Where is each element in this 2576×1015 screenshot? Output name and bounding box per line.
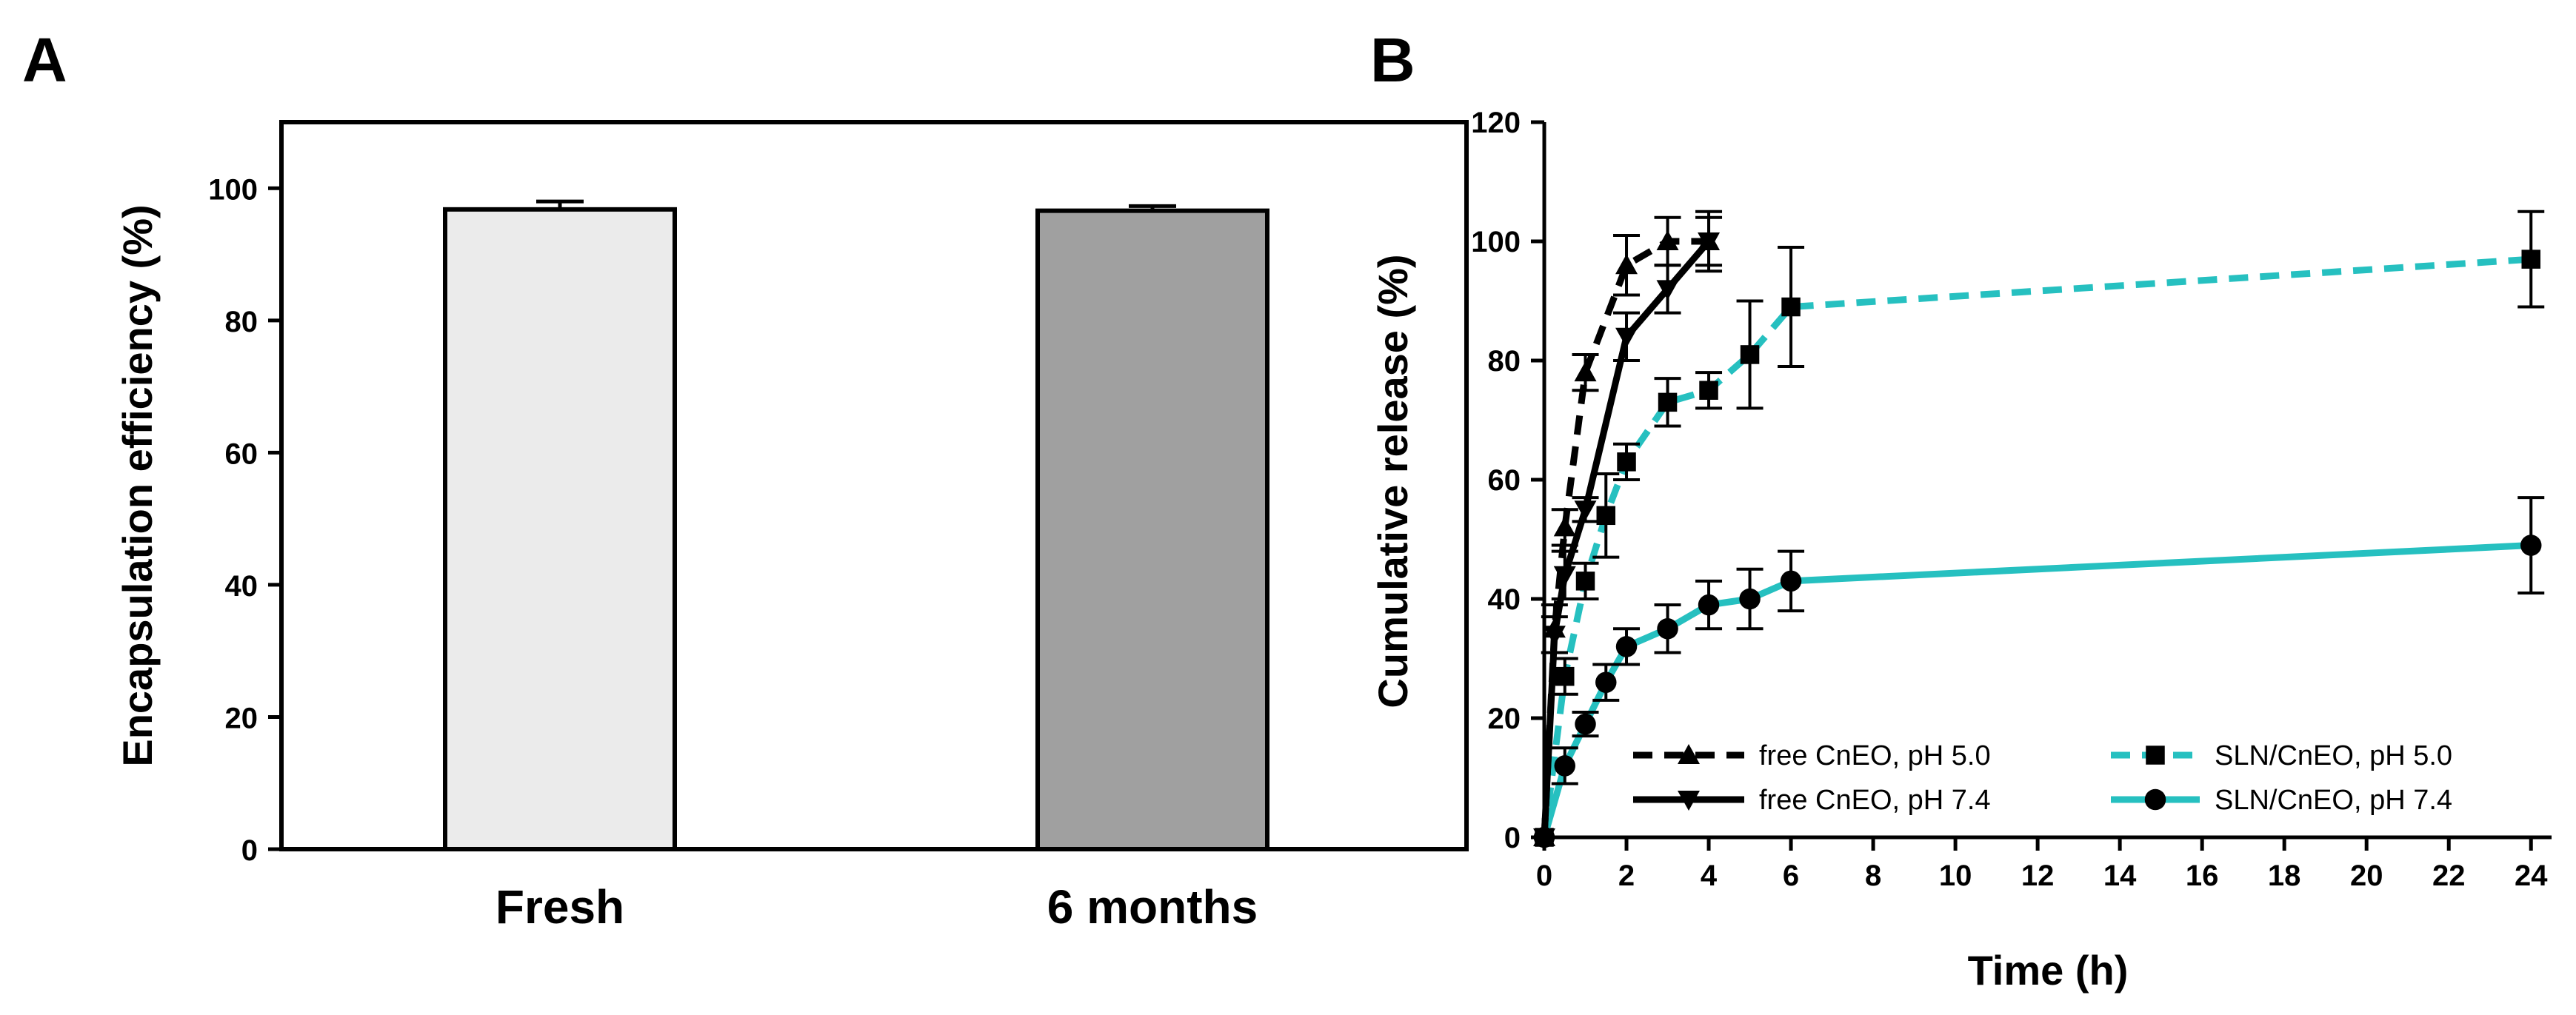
panel-a-bar-chart: 0 20 40 60 80 100 Fresh 6 months Encapsulation… xyxy=(114,120,1469,934)
marker-triangle-down xyxy=(1678,791,1700,811)
marker-square xyxy=(1740,345,1760,364)
marker-square xyxy=(1596,506,1616,526)
panel-b-x-tick-label: 0 xyxy=(1536,860,1552,892)
marker-square xyxy=(1555,666,1575,686)
panel-b-series-group xyxy=(1533,496,2545,848)
panel-b-x-tick-label: 6 xyxy=(1783,860,1799,892)
panel-a-bar xyxy=(1035,208,1269,852)
marker-circle xyxy=(1595,671,1617,693)
panel-b-series-group xyxy=(1533,210,1723,848)
panel-b-x-tick-label: 22 xyxy=(2432,860,2466,892)
marker-triangle-down xyxy=(1574,500,1597,521)
marker-square xyxy=(1617,452,1636,472)
panel-b-y-tick-label: 120 xyxy=(1471,107,1521,139)
panel-a-x-categories: Fresh 6 months xyxy=(495,880,1258,934)
marker-triangle-down xyxy=(1533,828,1555,848)
legend-label: SLN/CnEO, pH 7.4 xyxy=(2215,785,2452,816)
legend-label: SLN/CnEO, pH 5.0 xyxy=(2215,740,2452,771)
panel-b-y-tick-label: 100 xyxy=(1471,226,1521,258)
marker-triangle-down xyxy=(1656,280,1679,301)
marker-square xyxy=(2521,249,2540,269)
marker-triangle-down xyxy=(1698,232,1721,252)
marker-circle xyxy=(2520,535,2542,556)
marker-circle xyxy=(1657,618,1678,640)
panel-b-x-tick-label: 20 xyxy=(2350,860,2383,892)
panel-a-y-tick-label: 40 xyxy=(225,570,258,603)
marker-circle xyxy=(1698,594,1720,616)
panel-b-x-tick-label: 4 xyxy=(1701,860,1718,892)
panel-b-x-tick-label: 24 xyxy=(2515,860,2548,892)
panel-b-x-tick-label: 10 xyxy=(1939,860,1972,892)
panel-b-x-tick-label: 16 xyxy=(2186,860,2219,892)
panel-a-y-ticks: 0 20 40 60 80 100 xyxy=(208,173,281,867)
panel-label-b: B xyxy=(1370,25,1415,95)
panel-b-x-tick-label: 12 xyxy=(2021,860,2055,892)
panel-b-y-tick-label: 80 xyxy=(1488,345,1521,378)
panel-b-series xyxy=(1533,210,2545,848)
marker-square xyxy=(1575,572,1595,591)
panel-a-y-tick-label: 20 xyxy=(225,702,258,734)
panel-b-y-tick-label: 20 xyxy=(1488,703,1521,735)
marker-square xyxy=(1699,381,1718,400)
panel-a-y-tick-label: 0 xyxy=(241,834,258,867)
panel-label-a: A xyxy=(22,25,67,95)
panel-a-x-category-label: Fresh xyxy=(495,880,624,934)
marker-circle xyxy=(1739,588,1761,610)
panel-b-series-line xyxy=(1541,255,2532,838)
panel-b-x-tick-label: 14 xyxy=(2103,860,2137,892)
panel-b-legend: free CnEO, pH 5.0 free CnEO, pH 7.4 SLN/Cn… xyxy=(1633,740,2452,816)
marker-triangle-up xyxy=(1656,230,1679,250)
panel-b-x-tick-label: 8 xyxy=(1865,860,1881,892)
marker-triangle-up xyxy=(1615,254,1638,275)
legend-label: free CnEO, pH 7.4 xyxy=(1759,785,1991,816)
marker-triangle-down xyxy=(1615,327,1638,348)
marker-square xyxy=(1781,297,1801,317)
panel-b-y-tick-label: 0 xyxy=(1504,822,1521,854)
panel-b-x-tick-label: 2 xyxy=(1618,860,1635,892)
panel-a-y-tick-label: 60 xyxy=(225,438,258,470)
panel-a-bar xyxy=(443,207,677,851)
panel-b-x-axis-title: Time (h) xyxy=(1968,947,2129,994)
marker-triangle-up xyxy=(1574,361,1597,382)
marker-square xyxy=(1658,392,1678,412)
panel-a-y-tick-label: 100 xyxy=(208,173,258,206)
panel-b-y-tick-label: 40 xyxy=(1488,583,1521,616)
marker-triangle-down xyxy=(1553,566,1576,586)
legend-label: free CnEO, pH 5.0 xyxy=(1759,740,1991,771)
panel-a-y-tick-label: 80 xyxy=(225,306,258,338)
marker-circle xyxy=(1780,570,1802,592)
marker-circle xyxy=(1615,636,1638,657)
panel-b-series-line xyxy=(1541,542,2532,839)
marker-circle xyxy=(1554,755,1576,777)
panel-b-y-axis-title: Cumulative release (%) xyxy=(1369,254,1416,708)
panel-a-y-axis-title: Encapsulation efficiency (%) xyxy=(114,204,161,766)
marker-triangle-up xyxy=(1553,516,1576,537)
panel-a-bars xyxy=(443,199,1269,852)
panel-b-y-tick-label: 60 xyxy=(1488,464,1521,497)
panel-b-x-tick-label: 18 xyxy=(2268,860,2301,892)
marker-triangle-up xyxy=(1678,744,1700,764)
panel-a-x-category-label: 6 months xyxy=(1047,880,1258,934)
marker-triangle-down xyxy=(1543,626,1566,646)
marker-circle xyxy=(2144,788,2166,811)
marker-circle xyxy=(1575,713,1596,735)
panel-a-plot-frame xyxy=(279,120,1469,851)
marker-square xyxy=(2146,746,2165,765)
